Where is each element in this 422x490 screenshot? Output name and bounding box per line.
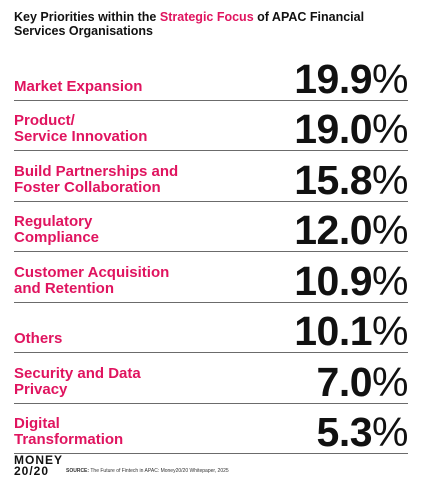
value-label: 19.9% (294, 57, 408, 101)
category-label: Digital Transformation (14, 415, 124, 448)
value-number: 10.1 (294, 308, 373, 354)
percent-sign: % (372, 55, 408, 102)
percent-sign: % (372, 207, 408, 253)
footer: MONEY 20/20 SOURCE: The Future of Fintec… (14, 453, 414, 485)
title-part2: of APAC Financial Services Organisations (14, 10, 365, 38)
value-number: 15.8 (294, 156, 373, 203)
value-number: 19.0 (294, 106, 373, 152)
table-row: Market Expansion 19.9% (14, 50, 408, 101)
percent-sign: % (372, 156, 408, 203)
value-number: 5.3 (316, 409, 373, 455)
table-row: Customer Acquisition and Retention 10.9% (14, 252, 408, 303)
value-label: 10.1% (294, 309, 408, 353)
value-number: 10.9 (294, 257, 373, 304)
table-row: Security and Data Privacy 7.0% (14, 353, 408, 404)
category-label: Market Expansion (14, 77, 143, 95)
value-label: 12.0% (294, 208, 408, 252)
value-number: 19.9 (294, 55, 373, 102)
value-number: 12.0 (294, 207, 373, 253)
value-label: 15.8% (294, 158, 408, 202)
category-label: Customer Acquisition and Retention (14, 263, 170, 297)
priority-table: Market Expansion 19.9% Product/ Service In… (14, 50, 408, 454)
logo-line1: MONEY (14, 453, 64, 467)
table-row: Others 10.1% (14, 303, 408, 353)
title-highlight: Strategic Focus (159, 10, 254, 24)
category-label: Others (14, 330, 63, 347)
percent-sign: % (372, 308, 408, 354)
percent-sign: % (372, 358, 408, 405)
source-note: SOURCE: The Future of Fintech in APAC: M… (66, 468, 229, 474)
value-label: 19.0% (294, 107, 408, 151)
percent-sign: % (372, 257, 408, 304)
value-label: 7.0% (316, 358, 409, 405)
source-label: SOURCE: (66, 468, 90, 474)
table-row: Build Partnerships and Foster Collaborat… (14, 151, 408, 202)
logo-line2: 20/20 (14, 464, 50, 478)
category-label: Regulatory Compliance (14, 213, 100, 246)
category-label: Security and Data Privacy (14, 364, 141, 398)
percent-sign: % (372, 106, 408, 152)
chart-title: Key Priorities within the Strategic Focu… (14, 10, 414, 38)
table-row: Digital Transformation 5.3% (14, 404, 409, 455)
value-label: 5.3% (316, 409, 409, 455)
table-row: Product/ Service Innovation 19.0% (14, 101, 408, 151)
value-number: 7.0 (316, 358, 373, 405)
money2020-logo: MONEY 20/20 (14, 453, 64, 478)
title-part1: Key Priorities within the (14, 10, 160, 24)
table-row: Regulatory Compliance 12.0% (14, 202, 408, 252)
value-label: 10.9% (294, 259, 408, 303)
source-text: The Future of Fintech in APAC: Money20/2… (89, 468, 229, 474)
category-label: Product/ Service Innovation (14, 112, 148, 145)
category-label: Build Partnerships and Foster Collaborat… (14, 162, 179, 196)
percent-sign: % (372, 409, 408, 455)
